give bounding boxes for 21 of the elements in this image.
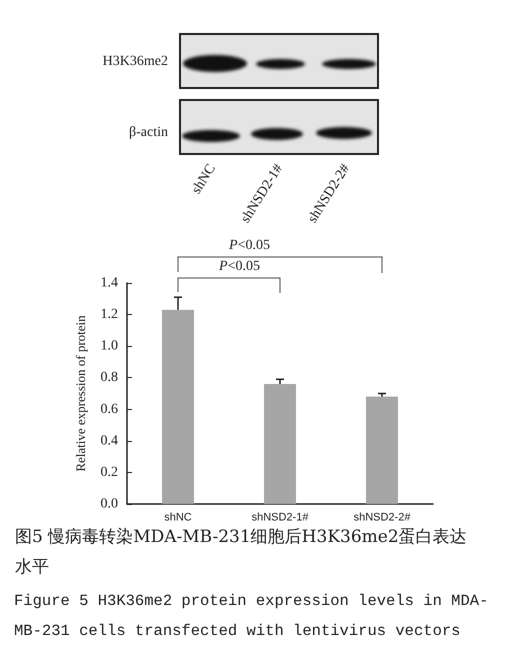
text: P<0.05: [229, 238, 270, 254]
bar: [366, 396, 398, 504]
text: H3K36me2: [102, 53, 168, 71]
y-tick-label: 0.6: [100, 402, 118, 417]
y-tick-label: 0.8: [100, 370, 118, 386]
bar: [162, 310, 194, 504]
text: β-actin: [129, 124, 168, 142]
caption: 图5 慢病毒转染MDA-MB-231细胞后H3K36me2蛋白表达水平: [15, 526, 468, 579]
x-tick-label: shNSD2-2#: [354, 512, 412, 524]
x-tick-label: shNSD2-1#: [252, 512, 310, 524]
bar: [264, 384, 296, 504]
y-tick-label: 1.2: [100, 307, 118, 322]
text: P<0.05: [219, 259, 260, 275]
x-tick-label: shNC: [164, 512, 192, 524]
y-tick-label: 1.0: [100, 338, 118, 354]
y-tick-label: 0.4: [100, 433, 118, 448]
y-tick-label: 1.4: [100, 276, 118, 290]
caption: Figure 5 H3K36me2 protein expression levels in MDA-MB-231 cells transfected with lentivirus vectors: [14, 591, 490, 642]
y-tick-label: 0.2: [100, 464, 118, 480]
y-tick-label: 0.0: [100, 496, 118, 512]
y-axis-title: Relative expression of protein: [73, 314, 88, 472]
